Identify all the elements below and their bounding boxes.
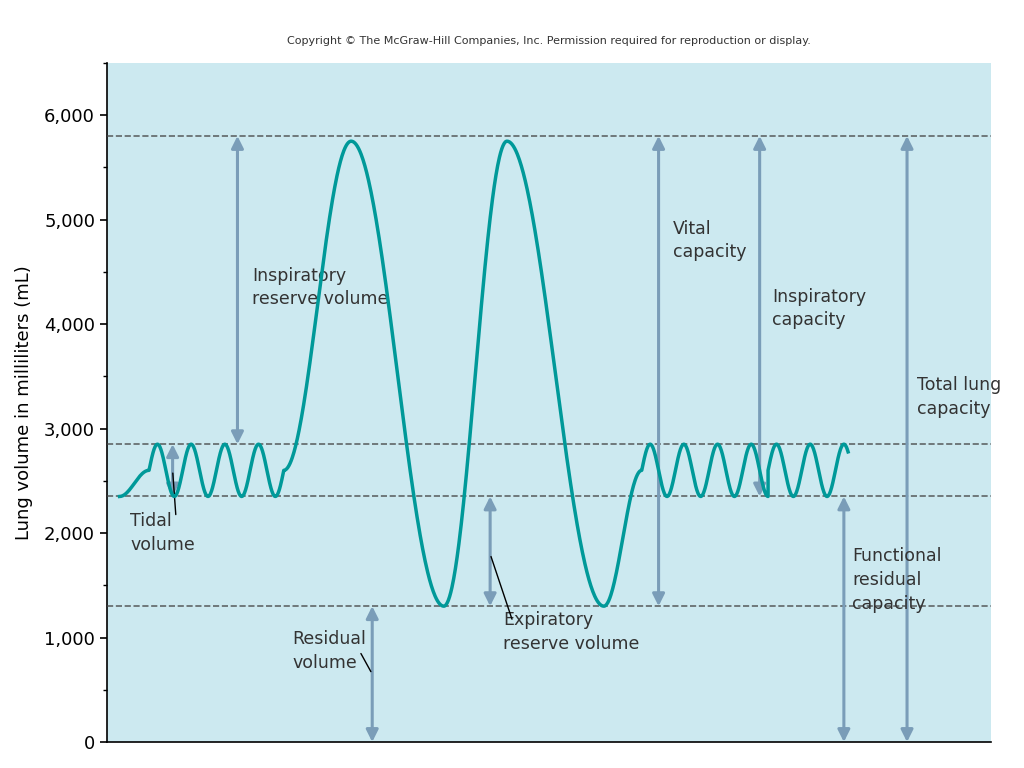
Text: Inspiratory
reserve volume: Inspiratory reserve volume xyxy=(252,266,388,308)
Text: Tidal
volume: Tidal volume xyxy=(130,512,196,554)
Text: Inspiratory
capacity: Inspiratory capacity xyxy=(772,287,866,329)
Text: Functional
residual
capacity: Functional residual capacity xyxy=(852,548,942,613)
Y-axis label: Lung volume in milliliters (mL): Lung volume in milliliters (mL) xyxy=(15,265,33,540)
Text: Copyright © The McGraw-Hill Companies, Inc. Permission required for reproduction: Copyright © The McGraw-Hill Companies, I… xyxy=(287,36,811,46)
Text: Vital
capacity: Vital capacity xyxy=(673,220,746,261)
Text: Expiratory
reserve volume: Expiratory reserve volume xyxy=(503,611,639,653)
Text: Total lung
capacity: Total lung capacity xyxy=(918,376,1001,418)
Text: Residual
volume: Residual volume xyxy=(292,631,367,672)
